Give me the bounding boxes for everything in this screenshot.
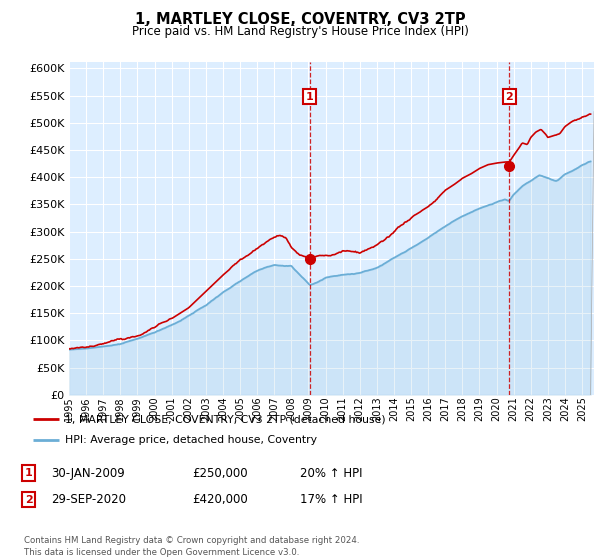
- Text: 2: 2: [505, 92, 513, 102]
- Text: 30-JAN-2009: 30-JAN-2009: [51, 466, 125, 480]
- Text: £250,000: £250,000: [192, 466, 248, 480]
- Text: 20% ↑ HPI: 20% ↑ HPI: [300, 466, 362, 480]
- Text: 1, MARTLEY CLOSE, COVENTRY, CV3 2TP (detached house): 1, MARTLEY CLOSE, COVENTRY, CV3 2TP (det…: [65, 414, 386, 424]
- Text: 1, MARTLEY CLOSE, COVENTRY, CV3 2TP: 1, MARTLEY CLOSE, COVENTRY, CV3 2TP: [134, 12, 466, 27]
- Text: Contains HM Land Registry data © Crown copyright and database right 2024.
This d: Contains HM Land Registry data © Crown c…: [24, 536, 359, 557]
- Text: HPI: Average price, detached house, Coventry: HPI: Average price, detached house, Cove…: [65, 435, 317, 445]
- Text: 29-SEP-2020: 29-SEP-2020: [51, 493, 126, 506]
- Text: 1: 1: [25, 468, 32, 478]
- Text: Price paid vs. HM Land Registry's House Price Index (HPI): Price paid vs. HM Land Registry's House …: [131, 25, 469, 38]
- Text: £420,000: £420,000: [192, 493, 248, 506]
- Text: 2: 2: [25, 494, 32, 505]
- Text: 17% ↑ HPI: 17% ↑ HPI: [300, 493, 362, 506]
- Text: 1: 1: [306, 92, 314, 102]
